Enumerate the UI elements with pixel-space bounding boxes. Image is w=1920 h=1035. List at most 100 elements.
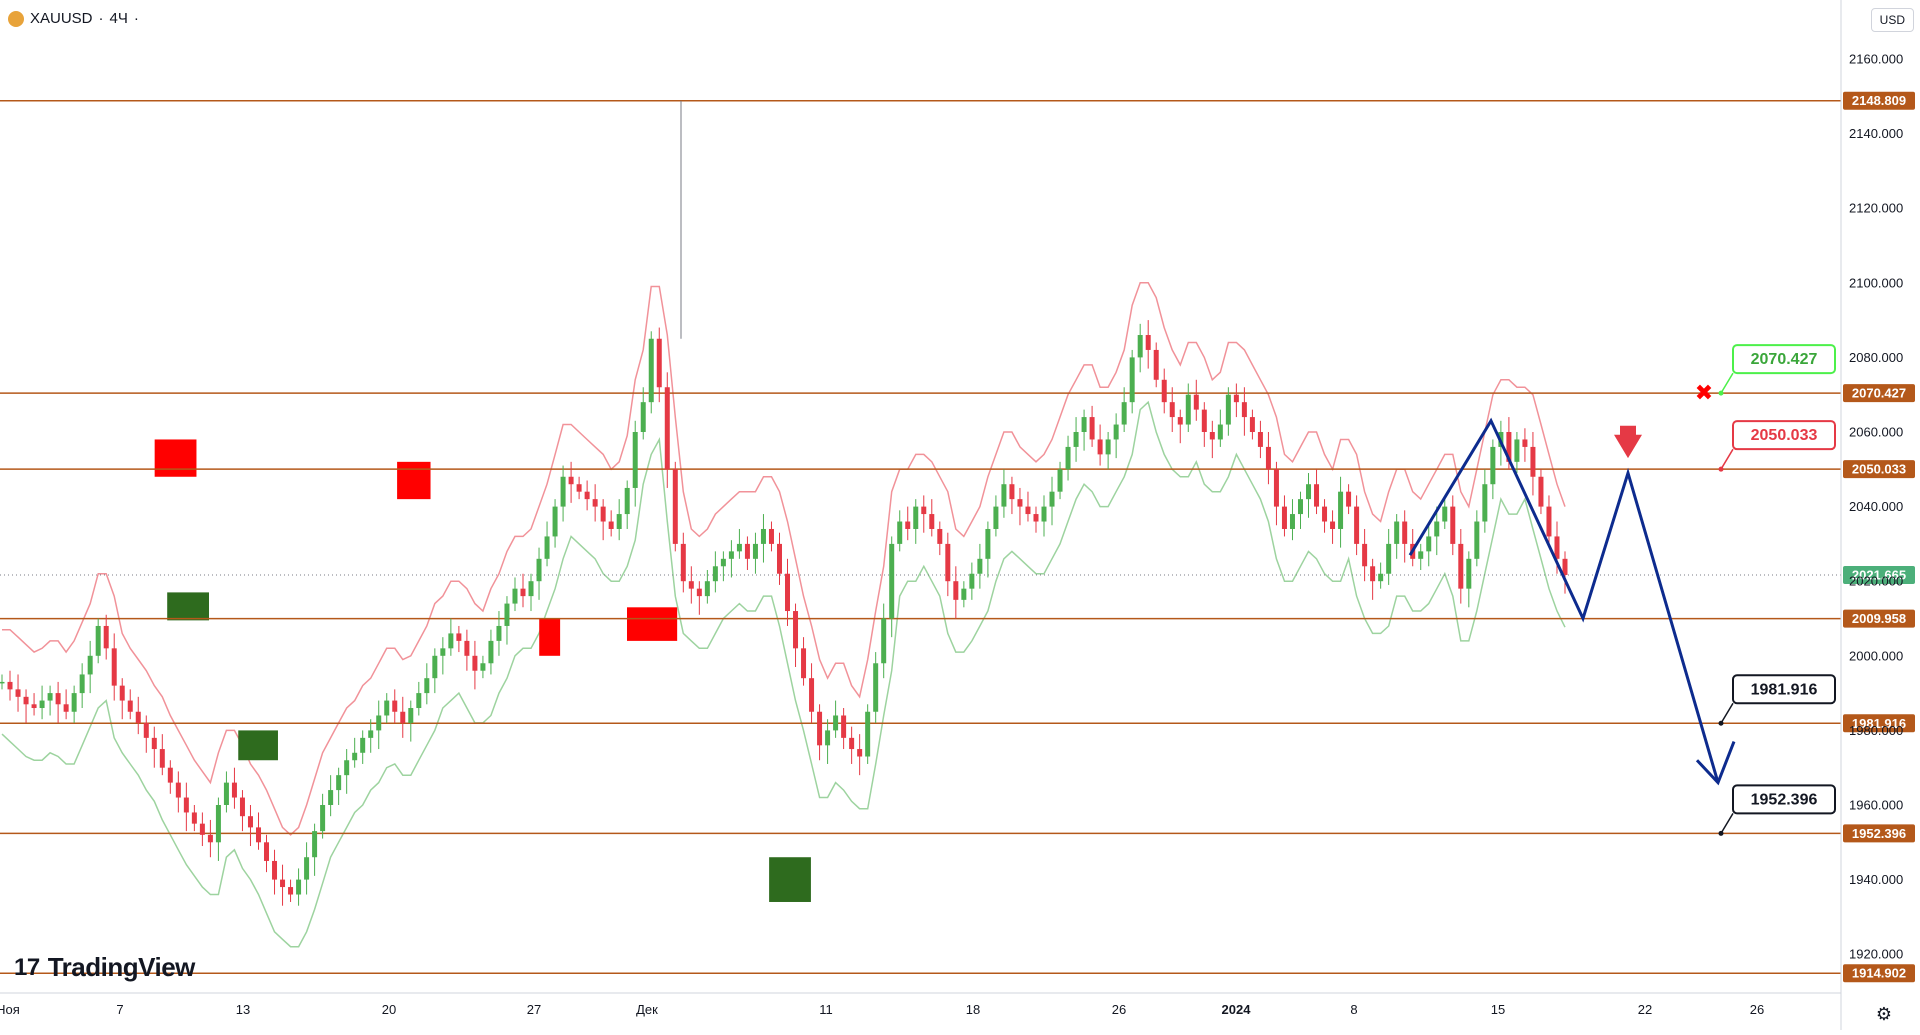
candle-body bbox=[464, 640, 470, 656]
callout-box[interactable] bbox=[1732, 344, 1836, 375]
y-tick-label: 2140.000 bbox=[1849, 126, 1903, 141]
candle-body bbox=[704, 581, 710, 597]
candle-body bbox=[1137, 335, 1143, 358]
candle-body bbox=[223, 782, 229, 805]
candle-body bbox=[1530, 446, 1536, 477]
level-price-label: 1981.916 bbox=[1852, 716, 1906, 731]
candle-body bbox=[1097, 439, 1103, 455]
y-tick-label: 2060.000 bbox=[1849, 425, 1903, 440]
callout-box[interactable] bbox=[1732, 784, 1836, 815]
candle-body bbox=[183, 797, 189, 813]
y-tick-label: 1960.000 bbox=[1849, 798, 1903, 813]
candle-body bbox=[1185, 394, 1191, 425]
level-price-tag bbox=[1843, 964, 1915, 983]
y-tick-label: 1980.000 bbox=[1849, 723, 1903, 738]
candle-body bbox=[841, 715, 847, 738]
callout-leader bbox=[1720, 812, 1734, 834]
last-price-tag bbox=[1843, 565, 1915, 584]
x-tick-label: Дек bbox=[636, 1002, 658, 1017]
supply-zone bbox=[397, 461, 431, 500]
x-tick-label: Ноя bbox=[0, 1002, 20, 1017]
y-tick-label: 2020.000 bbox=[1849, 574, 1903, 589]
level-price-tag bbox=[1843, 609, 1915, 628]
candle-body bbox=[127, 700, 133, 712]
x-tick-label: 18 bbox=[966, 1002, 980, 1017]
supply-zone bbox=[627, 607, 678, 641]
cross-marker-icon: ✖ bbox=[1695, 381, 1713, 406]
candle-body bbox=[448, 633, 454, 649]
x-tick-label: 26 bbox=[1750, 1002, 1764, 1017]
y-tick-label: 2000.000 bbox=[1849, 648, 1903, 663]
candle-body bbox=[119, 685, 125, 701]
settings-gear-icon[interactable]: ⚙ bbox=[1875, 1004, 1892, 1024]
candle-body bbox=[239, 797, 245, 817]
logo-text: TradingView bbox=[47, 952, 196, 982]
candle-body bbox=[1394, 521, 1400, 544]
candle-body bbox=[472, 655, 478, 671]
candle-body bbox=[1169, 402, 1175, 418]
candle-body bbox=[1538, 476, 1544, 507]
candle-body bbox=[825, 730, 831, 746]
callout-label: 2050.033 bbox=[1751, 427, 1818, 444]
candle-body bbox=[801, 648, 807, 679]
candle-body bbox=[1209, 432, 1215, 440]
candle-body bbox=[560, 476, 566, 507]
candle-body bbox=[1297, 499, 1303, 515]
candle-body bbox=[71, 693, 77, 712]
callout-box[interactable] bbox=[1732, 420, 1836, 451]
candle-body bbox=[167, 767, 173, 783]
candle-body bbox=[913, 506, 919, 529]
candle-body bbox=[616, 514, 622, 529]
symbol-header[interactable]: XAUUSD · 4Ч · bbox=[8, 10, 139, 27]
candle-body bbox=[1129, 357, 1135, 403]
candle-body bbox=[1009, 484, 1015, 500]
candle-body bbox=[1370, 566, 1376, 582]
candle-body bbox=[1273, 469, 1279, 507]
candle-body bbox=[1338, 491, 1344, 529]
level-price-label: 1952.396 bbox=[1852, 826, 1906, 841]
timeframe-label: 4Ч bbox=[109, 10, 128, 27]
candle-body bbox=[95, 625, 101, 656]
candle-body bbox=[648, 338, 654, 403]
tv-mark-icon: 17 bbox=[14, 953, 40, 981]
header-separator: · bbox=[98, 10, 104, 27]
candle-body bbox=[881, 618, 887, 664]
candle-body bbox=[1025, 506, 1031, 515]
candle-body bbox=[1474, 521, 1480, 559]
candle-body bbox=[424, 678, 430, 694]
candle-body bbox=[31, 704, 37, 709]
candle-body bbox=[985, 528, 991, 559]
candle-body bbox=[584, 491, 590, 500]
candle-body bbox=[969, 573, 975, 589]
candle-body bbox=[520, 588, 526, 597]
level-price-tag bbox=[1843, 384, 1915, 403]
candle-body bbox=[1265, 446, 1271, 470]
currency-selector[interactable]: USD bbox=[1870, 8, 1914, 32]
callout-box[interactable] bbox=[1732, 674, 1836, 705]
candle-body bbox=[600, 506, 606, 522]
candle-body bbox=[576, 484, 582, 492]
candle-body bbox=[103, 625, 109, 649]
y-tick-label: 1920.000 bbox=[1849, 947, 1903, 962]
candle-body bbox=[536, 558, 542, 582]
supply-zone bbox=[154, 439, 197, 477]
candle-body bbox=[1434, 521, 1440, 537]
candle-body bbox=[0, 681, 5, 684]
level-price-tag bbox=[1843, 714, 1915, 733]
candle-body bbox=[47, 693, 53, 701]
callout-anchor bbox=[1718, 830, 1724, 836]
candle-body bbox=[151, 737, 157, 750]
candle-body bbox=[296, 879, 302, 895]
candle-body bbox=[328, 790, 334, 805]
demand-zone bbox=[167, 592, 209, 621]
candle-body bbox=[320, 805, 326, 832]
candle-body bbox=[1289, 514, 1295, 529]
candle-body bbox=[752, 543, 758, 559]
x-tick-label: 15 bbox=[1491, 1002, 1505, 1017]
candle-body bbox=[199, 823, 205, 835]
candle-body bbox=[1073, 432, 1079, 447]
demand-zone bbox=[769, 857, 811, 902]
candle-body bbox=[592, 499, 598, 507]
